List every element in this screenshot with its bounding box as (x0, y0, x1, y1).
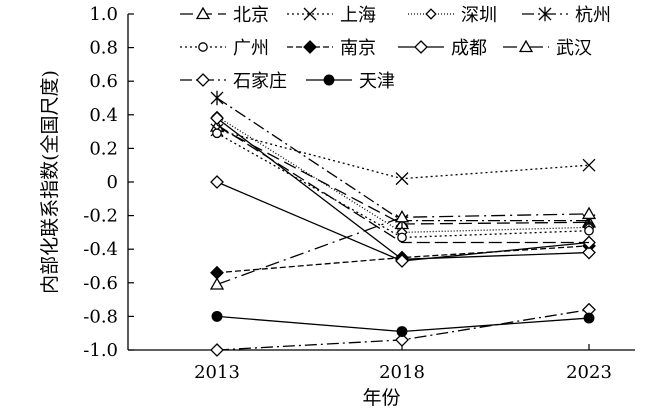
y-tick-label: 1.0 (89, 4, 118, 25)
x-tick-label: 2018 (379, 362, 425, 383)
data-point (211, 310, 223, 322)
series-4 (210, 90, 596, 228)
y-tick-label: -0.6 (83, 273, 118, 294)
legend-item: 上海 (287, 5, 376, 26)
legend-item: 杭州 (522, 5, 611, 26)
legend-item: 南京 (287, 38, 376, 59)
legend-marker (323, 74, 335, 86)
data-point (210, 265, 224, 280)
legend-marker (518, 39, 534, 53)
series-group (209, 90, 597, 357)
legend-marker (303, 7, 317, 21)
y-tick-label: -0.4 (83, 239, 118, 260)
axes: 1.0 0.8 0.6 0.4 0.2 0 -0.2 -0.4 -0.6 -0.8 -1.0 2013… (83, 4, 635, 383)
data-point (397, 232, 407, 243)
y-tick-label: 0.4 (89, 105, 118, 126)
legend-label: 武汉 (556, 38, 592, 59)
series-10 (211, 310, 595, 337)
data-point (210, 111, 224, 126)
series-11 (210, 175, 596, 268)
x-tick-label: 2013 (194, 362, 240, 383)
y-tick-label: 0.6 (89, 71, 118, 92)
legend-item: 北京 (180, 5, 269, 26)
series-8 (209, 206, 597, 290)
series-line (216, 97, 589, 222)
series-line (216, 115, 590, 234)
legend-label: 南京 (340, 38, 376, 59)
data-point (395, 254, 409, 268)
legend-label: 成都 (451, 38, 487, 59)
legend-item: 深圳 (408, 5, 497, 26)
y-tick-label: 0 (107, 172, 118, 193)
data-point (395, 333, 409, 347)
legend-item: 广州 (180, 38, 269, 59)
legend-label: 石家庄 (233, 71, 287, 92)
data-point (210, 175, 224, 189)
legend-label: 杭州 (575, 5, 611, 26)
legend-marker (425, 8, 437, 20)
data-point (212, 128, 222, 139)
legend-label: 天津 (359, 71, 395, 92)
data-point (581, 206, 597, 220)
series-line (216, 129, 590, 180)
data-point (583, 312, 595, 324)
y-tick-label: -0.2 (83, 206, 118, 227)
data-point (396, 326, 408, 337)
data-point (210, 343, 224, 357)
x-tick-label: 2023 (566, 362, 612, 383)
legend-label: 上海 (340, 5, 376, 26)
y-tick-label: -1.0 (83, 340, 118, 361)
legend-item: 武汉 (503, 38, 592, 59)
y-tick-label: 0.8 (89, 38, 118, 59)
legend-label: 北京 (233, 5, 269, 26)
legend-marker (538, 6, 552, 22)
y-axis-title: 内部化联系指数(全国尺度) (39, 70, 61, 294)
data-point (209, 277, 225, 290)
data-point (210, 90, 224, 106)
legend-marker (198, 42, 208, 52)
data-point (395, 172, 409, 186)
y-tick-label: -0.8 (83, 306, 118, 327)
legend-marker (303, 40, 317, 54)
series-12 (216, 124, 589, 244)
series-line (216, 125, 590, 225)
data-point (582, 245, 596, 260)
series-5 (212, 128, 594, 243)
x-axis-title: 年份 (362, 387, 400, 409)
data-point (584, 225, 594, 236)
series-line (216, 132, 590, 239)
data-point (582, 158, 596, 172)
series-line (216, 124, 589, 244)
series-line (216, 213, 590, 286)
legend-marker (414, 40, 428, 54)
legend-label: 广州 (233, 38, 269, 59)
legend-marker (196, 73, 210, 87)
legend-item: 天津 (306, 71, 395, 92)
legend-item: 石家庄 (180, 71, 287, 92)
legend-marker (195, 6, 211, 20)
legend-label: 深圳 (461, 5, 497, 26)
y-tick-label: 0.2 (89, 138, 118, 159)
data-point (394, 209, 410, 223)
legend-item: 成都 (398, 38, 487, 59)
